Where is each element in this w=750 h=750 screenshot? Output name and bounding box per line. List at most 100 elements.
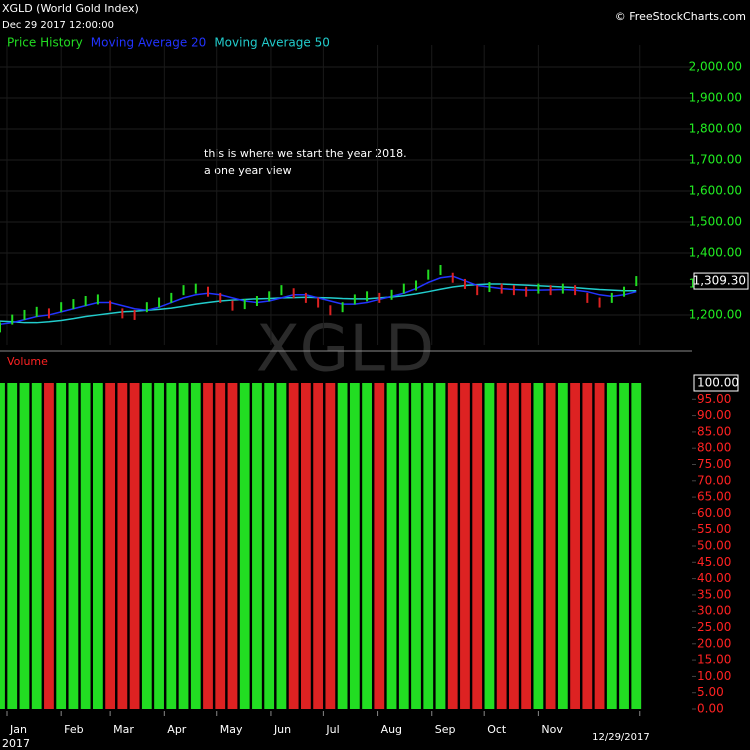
y-tick-label: 10.00 xyxy=(697,669,731,683)
y-tick-label: 45.00 xyxy=(697,555,731,569)
volume-bar xyxy=(178,383,189,709)
volume-bar xyxy=(411,383,421,709)
volume-bar xyxy=(570,383,580,709)
volume-bar xyxy=(154,383,164,709)
volume-bar xyxy=(521,383,532,709)
y-tick-label: 5.00 xyxy=(697,685,724,699)
datetime: Dec 29 2017 12:00:00 xyxy=(2,20,114,31)
legend-entry: Moving Average 50 xyxy=(214,36,330,50)
volume-bar xyxy=(301,383,311,709)
volume-bar xyxy=(557,383,568,709)
volume-title: Volume xyxy=(7,355,48,368)
volume-bar xyxy=(631,383,642,709)
volume-bar xyxy=(203,383,213,709)
x-tick-label: Nov xyxy=(541,723,563,736)
volume-bar xyxy=(44,383,54,709)
volume-bar xyxy=(129,383,140,709)
volume-bar xyxy=(484,383,495,709)
volume-bar xyxy=(141,383,152,709)
volume-bar xyxy=(435,383,446,709)
annotation: a one year view xyxy=(204,164,292,177)
volume-bar xyxy=(337,383,348,709)
y-tick-label: 1,800.00 xyxy=(689,121,742,135)
annotation: this is where we start the year 2018. xyxy=(204,147,407,160)
volume-bar xyxy=(7,383,18,709)
volume-bar xyxy=(264,383,275,709)
x-tick-label: Aug xyxy=(381,723,402,736)
y-tick-label: 25.00 xyxy=(697,620,731,634)
y-tick-label: 1,200.00 xyxy=(689,307,742,321)
volume-bar xyxy=(349,383,360,709)
x-tick-label: Mar xyxy=(113,723,134,736)
y-tick-label: 0.00 xyxy=(697,702,724,716)
y-tick-box xyxy=(693,374,739,392)
volume-bar xyxy=(594,383,605,709)
y-tick-label: 80.00 xyxy=(697,441,731,455)
y-tick-label: 20.00 xyxy=(697,636,731,650)
volume-bar xyxy=(31,383,42,709)
x-tick-label: Oct xyxy=(487,723,507,736)
y-tick-label: 1,400.00 xyxy=(689,245,742,259)
volume-bar xyxy=(582,383,593,709)
volume-bar xyxy=(56,383,67,709)
y-tick-label: 40.00 xyxy=(697,571,731,585)
volume-bar xyxy=(190,383,201,709)
volume-bar xyxy=(362,383,372,709)
volume-bar xyxy=(92,383,103,709)
y-tick-label: 1,600.00 xyxy=(689,183,742,197)
y-tick-label: 1,900.00 xyxy=(689,90,742,104)
volume-bar xyxy=(252,383,262,709)
x-tick-label: May xyxy=(220,723,243,736)
x-tick-label: Apr xyxy=(167,723,187,736)
watermark: XGLD xyxy=(256,313,434,387)
y-tick-label: 65.00 xyxy=(697,490,731,504)
y-tick-label: 55.00 xyxy=(697,522,731,536)
volume-bar xyxy=(105,383,116,709)
volume-bar xyxy=(19,383,30,709)
y-tick-label: 75.00 xyxy=(697,457,731,471)
volume-bar xyxy=(313,383,324,709)
volume-bar xyxy=(68,383,79,709)
volume-bar xyxy=(215,383,226,709)
year-label: 2017 xyxy=(2,737,30,750)
y-tick-label: 50.00 xyxy=(697,539,731,553)
y-tick-label: 2,000.00 xyxy=(689,60,742,74)
y-tick-label: 85.00 xyxy=(697,424,731,438)
volume-bar xyxy=(398,383,409,709)
source: © FreeStockCharts.com xyxy=(615,10,746,23)
y-tick-label: 90.00 xyxy=(697,408,731,422)
x-tick-label: Jan xyxy=(9,723,27,736)
volume-bar xyxy=(0,383,5,709)
y-tick-label: 70.00 xyxy=(697,473,731,487)
y-tick-label: 1,700.00 xyxy=(689,152,742,166)
x-tick-label: Jun xyxy=(273,723,291,736)
x-tick-label: 12/29/2017 xyxy=(592,732,650,743)
volume-bar xyxy=(472,383,483,709)
volume-bar xyxy=(606,383,617,709)
last-price-label: 1,309.30 xyxy=(693,274,746,288)
chart-title: XGLD (World Gold Index) xyxy=(2,2,139,15)
volume-bar xyxy=(227,383,238,709)
volume-bar xyxy=(325,383,336,709)
volume-bar xyxy=(509,383,519,709)
volume-bar xyxy=(423,383,434,709)
y-tick-label: 95.00 xyxy=(697,392,731,406)
x-tick-label: Sep xyxy=(435,723,456,736)
volume-bar xyxy=(460,383,470,709)
x-tick-label: Feb xyxy=(64,723,83,736)
volume-bar xyxy=(117,383,128,709)
legend-entry: Price History xyxy=(7,36,83,50)
legend-entry: Moving Average 20 xyxy=(91,36,207,50)
volume-bar xyxy=(288,383,299,709)
y-tick-label: 15.00 xyxy=(697,653,731,667)
last-price-box xyxy=(693,272,749,290)
volume-bar xyxy=(80,383,91,709)
y-tick-label: 60.00 xyxy=(697,506,731,520)
y-tick-label: 1,500.00 xyxy=(689,214,742,228)
volume-bar xyxy=(239,383,250,709)
volume-bar xyxy=(533,383,544,709)
volume-bar xyxy=(276,383,287,709)
y-tick-label: 30.00 xyxy=(697,604,731,618)
volume-bar xyxy=(447,383,458,709)
